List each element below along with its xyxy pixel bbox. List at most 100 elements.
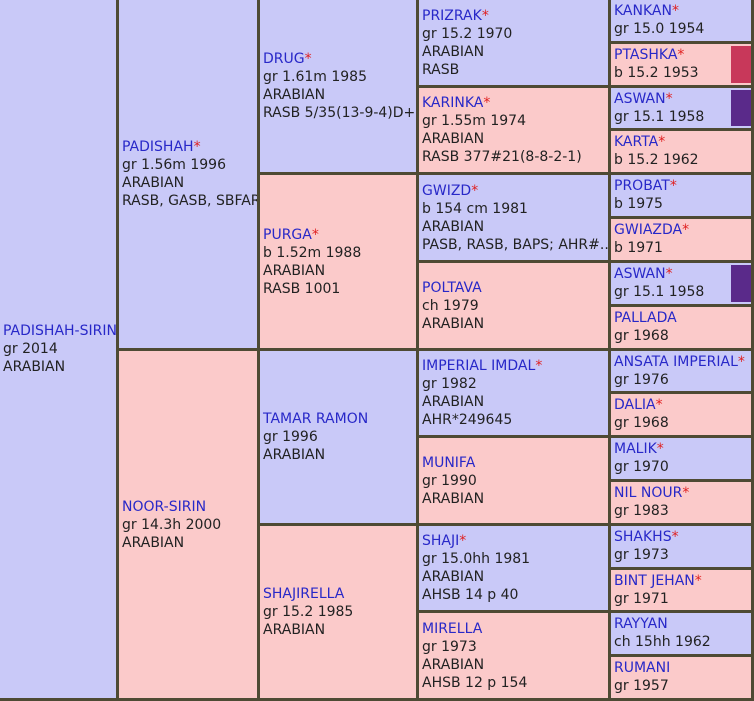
subject-horse-cell[interactable]: PADISHAH-SIRIN gr 2014 ARABIAN [0, 0, 119, 701]
horse-name-link[interactable]: SHAJIRELLA [263, 586, 345, 602]
horse-detail-text: b 154 cm 1981 [422, 201, 528, 217]
horse-name-link[interactable]: MIRELLA [422, 621, 483, 637]
dam-cell[interactable]: NOOR-SIRIN gr 14.3h 2000 ARABIAN [119, 351, 260, 701]
horse-detail-text: AHR*249645 [422, 412, 513, 428]
ancestor-cell[interactable]: KARTA* b 15.2 1962 [611, 131, 754, 175]
horse-detail-text: ARABIAN [263, 622, 326, 638]
imported-star-icon: * [459, 533, 467, 549]
horse-detail-text: gr 15.0hh 1981 [422, 551, 531, 567]
horse-detail-text: gr 14.3h 2000 [122, 517, 222, 533]
horse-detail-text: ARABIAN [122, 535, 185, 551]
horse-detail-text: ARABIAN [422, 394, 485, 410]
horse-name-link[interactable]: KANKAN [614, 3, 672, 19]
imported-star-icon: * [665, 266, 673, 282]
horse-detail-text: gr 15.2 1985 [263, 604, 354, 620]
horse-name-link[interactable]: NIL NOUR [614, 485, 683, 501]
ancestor-cell[interactable]: PALLADA gr 1968 [611, 307, 754, 351]
imported-star-icon: * [682, 222, 690, 238]
horse-detail-text: RASB [422, 62, 460, 78]
horse-name-link[interactable]: KARINKA [422, 95, 484, 111]
horse-detail-text: gr 2014 [3, 341, 58, 357]
sire-cell[interactable]: PADISHAH* gr 1.56m 1996 ARABIAN RASB, GASB,… [119, 0, 260, 351]
horse-name-link[interactable]: IMPERIAL IMDAL [422, 358, 536, 374]
grandparent-cell[interactable]: TAMAR RAMON gr 1996 ARABIAN [260, 351, 419, 526]
horse-name-link[interactable]: PTASHKA [614, 47, 678, 63]
horse-name-link[interactable]: KARTA [614, 134, 659, 150]
horse-detail-text: b 1971 [614, 240, 663, 256]
horse-name-link[interactable]: DRUG [263, 51, 305, 67]
horse-name-link[interactable]: PADISHAH [122, 139, 194, 155]
horse-name-link[interactable]: PURGA [263, 227, 312, 243]
horse-name-link[interactable]: SHAKHS [614, 529, 672, 545]
imported-star-icon: * [656, 441, 664, 457]
horse-name-link[interactable]: RUMANI [614, 660, 671, 676]
ancestor-cell[interactable]: PTASHKA* b 15.2 1953 [611, 44, 754, 88]
great-grandparent-cell[interactable]: GWIZD* b 154 cm 1981 ARABIAN PASB, RASB, BA… [419, 175, 611, 263]
horse-name-link[interactable]: GWIZD [422, 183, 472, 199]
ancestor-cell[interactable]: RUMANI gr 1957 [611, 657, 754, 701]
grandparent-cell[interactable]: PURGA* b 1.52m 1988 ARABIAN RASB 1001 [260, 175, 419, 351]
horse-detail-text: b 1.52m 1988 [263, 245, 362, 261]
ancestor-cell[interactable]: ASWAN* gr 15.1 1958 [611, 88, 754, 131]
horse-name-link[interactable]: POLTAVA [422, 280, 482, 296]
horse-detail-text: PASB, RASB, BAPS; AHR#... [422, 237, 611, 253]
horse-detail-text: ARABIAN [422, 131, 485, 147]
horse-name-link[interactable]: MALIK [614, 441, 657, 457]
horse-name-link[interactable]: PRIZRAK [422, 8, 482, 24]
ancestor-cell[interactable]: RAYYAN ch 15hh 1962 [611, 613, 754, 657]
horse-detail-text: gr 1957 [614, 678, 669, 694]
horse-detail-text: ch 1979 [422, 298, 479, 314]
grandparent-cell[interactable]: DRUG* gr 1.61m 1985 ARABIAN RASB 5/35(13-9-… [260, 0, 419, 175]
horse-name-link[interactable]: SHAJI [422, 533, 460, 549]
horse-name-link[interactable]: DALIA [614, 397, 656, 413]
great-grandparent-cell[interactable]: MIRELLA gr 1973 ARABIAN AHSB 12 p 154 [419, 613, 611, 701]
imported-star-icon: * [535, 358, 543, 374]
horse-detail-text: gr 1968 [614, 328, 669, 344]
imported-star-icon: * [669, 178, 677, 194]
ancestor-cell[interactable]: NIL NOUR* gr 1983 [611, 482, 754, 526]
ancestor-cell[interactable]: PROBAT* b 1975 [611, 175, 754, 219]
grandparent-cell[interactable]: SHAJIRELLA gr 15.2 1985 ARABIAN [260, 526, 419, 701]
ancestor-cell[interactable]: MALIK* gr 1970 [611, 438, 754, 482]
horse-detail-text: RASB 377#21(8-8-2-1) [422, 149, 582, 165]
horse-name-link[interactable]: RAYYAN [614, 616, 668, 632]
horse-name-link[interactable]: PROBAT [614, 178, 670, 194]
ancestor-cell[interactable]: ASWAN* gr 15.1 1958 [611, 263, 754, 307]
horse-detail-text: gr 15.0 1954 [614, 21, 705, 37]
horse-name-link[interactable]: NOOR-SIRIN [122, 499, 207, 515]
horse-detail-text: gr 1983 [614, 503, 669, 519]
ancestor-cell[interactable]: ANSATA IMPERIAL* gr 1976 [611, 351, 754, 394]
horse-name-link[interactable]: BINT JEHAN [614, 573, 695, 589]
ancestor-cell[interactable]: DALIA* gr 1968 [611, 394, 754, 438]
ancestor-cell[interactable]: KANKAN* gr 15.0 1954 [611, 0, 754, 44]
horse-name-link[interactable]: ASWAN [614, 266, 666, 282]
ancestor-cell[interactable]: BINT JEHAN* gr 1971 [611, 570, 754, 613]
great-grandparent-cell[interactable]: IMPERIAL IMDAL* gr 1982 ARABIAN AHR*249645 [419, 351, 611, 438]
horse-detail-text: gr 1968 [614, 415, 669, 431]
horse-detail-text: gr 1.61m 1985 [263, 69, 367, 85]
ancestor-cell[interactable]: GWIAZDA* b 1971 [611, 219, 754, 263]
horse-detail-text: AHSB 14 p 40 [422, 587, 519, 603]
horse-name-link[interactable]: TAMAR RAMON [263, 411, 369, 427]
horse-name-link[interactable]: PADISHAH-SIRIN [3, 323, 117, 339]
horse-name-link[interactable]: PALLADA [614, 310, 677, 326]
great-grandparent-cell[interactable]: PRIZRAK* gr 15.2 1970 ARABIAN RASB [419, 0, 611, 88]
imported-star-icon: * [304, 51, 312, 67]
great-grandparent-cell[interactable]: SHAJI* gr 15.0hh 1981 ARABIAN AHSB 14 p 40 [419, 526, 611, 613]
imported-star-icon: * [655, 397, 663, 413]
great-grandparent-cell[interactable]: KARINKA* gr 1.55m 1974 ARABIAN RASB 377#21(… [419, 88, 611, 175]
horse-detail-text: ARABIAN [263, 87, 326, 103]
horse-name-link[interactable]: GWIAZDA [614, 222, 683, 238]
great-grandparent-cell[interactable]: POLTAVA ch 1979 ARABIAN [419, 263, 611, 351]
horse-name-link[interactable]: ANSATA IMPERIAL [614, 354, 738, 370]
imported-star-icon: * [671, 3, 679, 19]
horse-detail-text: RASB 1001 [263, 281, 341, 297]
horse-detail-text: gr 1990 [422, 473, 477, 489]
horse-name-link[interactable]: ASWAN [614, 91, 666, 107]
ancestor-cell[interactable]: SHAKHS* gr 1973 [611, 526, 754, 570]
great-grandparent-cell[interactable]: MUNIFA gr 1990 ARABIAN [419, 438, 611, 526]
inbreeding-marker [731, 265, 751, 302]
horse-detail-text: b 15.2 1953 [614, 65, 699, 81]
horse-detail-text: gr 1976 [614, 372, 669, 388]
horse-name-link[interactable]: MUNIFA [422, 455, 476, 471]
